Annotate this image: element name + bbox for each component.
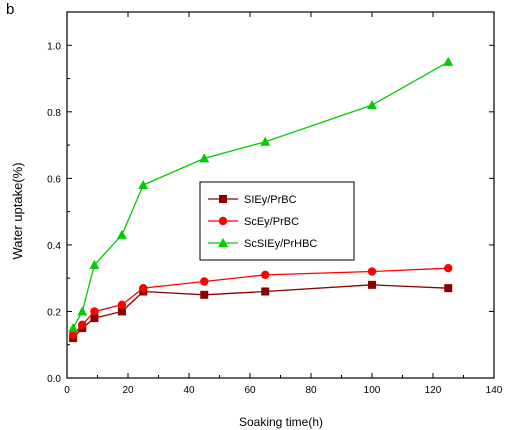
data-point <box>90 307 99 316</box>
data-point <box>367 267 377 276</box>
y-tick-label: 0.8 <box>47 108 61 119</box>
y-axis-ticks: 0.0 0.2 0.4 0.6 0.8 1.0 <box>47 11 494 385</box>
x-axis-ticks: 0 20 40 60 80 100 120 140 <box>64 12 503 396</box>
data-point <box>139 283 148 293</box>
x-tick-label: 20 <box>122 385 134 396</box>
legend-marker <box>218 216 228 226</box>
data-point <box>68 330 78 339</box>
legend-marker <box>219 195 227 203</box>
legend-label: ScSIEy/PrHBC <box>244 238 317 250</box>
y-tick-label: 1.0 <box>47 41 61 52</box>
legend-marker <box>218 238 228 247</box>
data-point <box>200 290 209 299</box>
data-point <box>444 284 453 293</box>
legend-label: SIEy/PrBC <box>244 194 297 206</box>
x-tick-label: 40 <box>183 385 195 396</box>
y-tick-label: 0.0 <box>47 374 61 385</box>
x-tick-label: 120 <box>425 385 442 396</box>
data-point <box>117 307 126 316</box>
data-point <box>444 264 453 273</box>
x-tick-label: 80 <box>305 385 317 396</box>
data-point <box>261 287 270 296</box>
data-point <box>77 306 88 316</box>
data-point <box>368 280 376 289</box>
x-tick-label: 0 <box>64 385 70 396</box>
legend: SIEy/PrBC ScEy/PrBC ScSIEy/PrHBC <box>199 181 355 261</box>
data-point <box>90 314 99 323</box>
x-tick-label: 60 <box>244 385 256 396</box>
x-tick-label: 100 <box>364 385 381 396</box>
data-point <box>116 229 127 239</box>
data-point <box>367 100 377 110</box>
series-layer <box>68 56 454 343</box>
panel-label: b <box>6 1 15 18</box>
data-point <box>138 180 149 190</box>
series-line <box>72 284 449 339</box>
series-triangle <box>68 56 454 333</box>
data-point <box>68 323 79 333</box>
data-point <box>261 270 270 280</box>
x-axis-label: Soaking time(h) <box>239 415 323 429</box>
data-point <box>78 320 87 329</box>
series-square <box>69 280 453 343</box>
x-tick-label: 140 <box>486 385 503 396</box>
data-point <box>260 136 271 146</box>
data-point <box>443 56 454 66</box>
data-point <box>117 300 127 309</box>
series-circle <box>68 264 453 339</box>
series-line <box>72 267 449 336</box>
y-axis-label: Water uptake(%) <box>10 162 25 259</box>
y-tick-label: 0.4 <box>47 241 61 252</box>
data-point <box>200 277 209 286</box>
legend-label: ScEy/PrBC <box>244 216 299 228</box>
data-point <box>199 153 210 163</box>
data-point <box>89 259 100 269</box>
y-tick-label: 0.2 <box>47 307 61 318</box>
y-tick-label: 0.6 <box>47 174 61 185</box>
